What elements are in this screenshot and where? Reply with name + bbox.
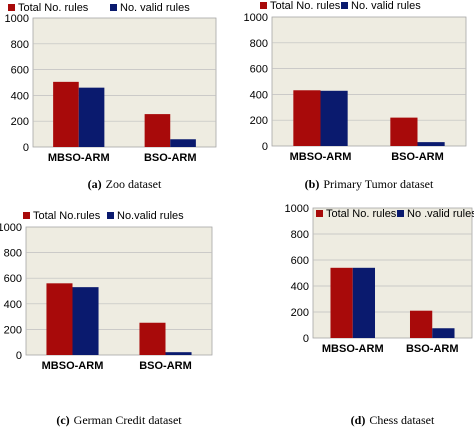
chart-panel-2: 0 200 400 600 800 1000 MBSO-ARM BSO-ARM Total No…: [0, 210, 213, 427]
legend-label: Total No. rules: [270, 0, 341, 12]
bar: [53, 81, 79, 147]
category-label: MBSO-ARM: [48, 152, 110, 164]
y-tick-label: 0: [303, 333, 309, 345]
legend-label: Total No. rules: [326, 208, 397, 220]
y-tick-label: 0: [262, 141, 268, 153]
category-label: MBSO-ARM: [322, 343, 384, 355]
legend-swatch: [110, 4, 117, 11]
caption-text: Zoo dataset: [106, 177, 162, 191]
caption-label: (b): [305, 177, 320, 191]
y-tick-label: 1000: [244, 12, 268, 24]
category-label: BSO-ARM: [144, 152, 197, 164]
caption: (b) Primary Tumor dataset: [305, 177, 434, 191]
bar: [139, 322, 166, 355]
bar: [330, 267, 353, 338]
legend-label: Total No.rules: [33, 210, 101, 222]
y-tick-label: 800: [4, 248, 22, 260]
category-label: BSO-ARM: [391, 151, 444, 163]
y-tick-label: 200: [250, 115, 268, 127]
y-tick-label: 800: [11, 39, 29, 51]
y-tick-label: 0: [16, 350, 22, 362]
bar: [165, 352, 192, 355]
bar: [432, 328, 455, 338]
y-tick-label: 600: [291, 255, 309, 267]
caption: (a) Zoo dataset: [88, 177, 162, 191]
category-label: MBSO-ARM: [42, 360, 104, 372]
legend-label: No.valid rules: [117, 210, 184, 222]
bar: [417, 142, 445, 146]
legend-swatch: [107, 212, 114, 219]
caption: (d) Chess dataset: [351, 413, 435, 427]
bar: [352, 267, 376, 338]
y-tick-label: 400: [11, 90, 29, 102]
legend-label: No. valid rules: [351, 0, 421, 12]
y-tick-label: 400: [4, 299, 22, 311]
y-tick-label: 0: [23, 142, 29, 154]
caption: (c) German Credit dataset: [56, 413, 182, 427]
chart-panel-1: 0 200 400 600 800 1000 MBSO-ARM BSO-ARM Total No…: [244, 0, 467, 191]
y-tick-label: 1000: [285, 203, 309, 215]
y-tick-label: 800: [291, 229, 309, 241]
bar: [293, 90, 321, 146]
legend-swatch: [316, 210, 323, 217]
category-label: BSO-ARM: [406, 343, 459, 355]
caption-label: (a): [88, 177, 102, 191]
legend-swatch: [341, 2, 348, 9]
y-tick-label: 200: [291, 307, 309, 319]
legend-label: No. valid rules: [120, 2, 190, 14]
caption-label: (d): [351, 413, 366, 427]
bar: [320, 90, 348, 146]
y-tick-label: 400: [291, 281, 309, 293]
bar: [170, 139, 196, 147]
y-tick-label: 600: [4, 273, 22, 285]
y-tick-label: 200: [11, 116, 29, 128]
legend-swatch: [397, 210, 404, 217]
caption-label: (c): [56, 413, 69, 427]
y-tick-label: 600: [250, 64, 268, 76]
bar: [409, 310, 433, 338]
bar: [78, 87, 105, 147]
legend-label: Total No. rules: [18, 2, 89, 14]
caption-text: Chess dataset: [369, 413, 435, 427]
y-tick-label: 800: [250, 38, 268, 50]
legend-swatch: [260, 2, 267, 9]
legend-label: No .valid rules: [407, 208, 474, 220]
y-tick-label: 400: [250, 89, 268, 101]
bar: [390, 117, 418, 146]
y-tick-label: 1000: [5, 13, 29, 25]
y-tick-label: 1000: [0, 222, 22, 234]
chart-panel-0: 0 200 400 600 800 1000 MBSO-ARM BSO-ARM Total No…: [5, 2, 217, 191]
category-label: BSO-ARM: [139, 360, 192, 372]
bar: [144, 114, 171, 147]
caption-text: German Credit dataset: [74, 413, 183, 427]
chart-panel-3: 0 200 400 600 800 1000 MBSO-ARM BSO-ARM Total No…: [285, 203, 474, 427]
bar: [46, 283, 73, 355]
legend-swatch: [23, 212, 30, 219]
bar: [72, 287, 99, 355]
legend-swatch: [8, 4, 15, 11]
caption-text: Primary Tumor dataset: [323, 177, 434, 191]
y-tick-label: 600: [11, 65, 29, 77]
y-tick-label: 200: [4, 324, 22, 336]
category-label: MBSO-ARM: [290, 151, 352, 163]
